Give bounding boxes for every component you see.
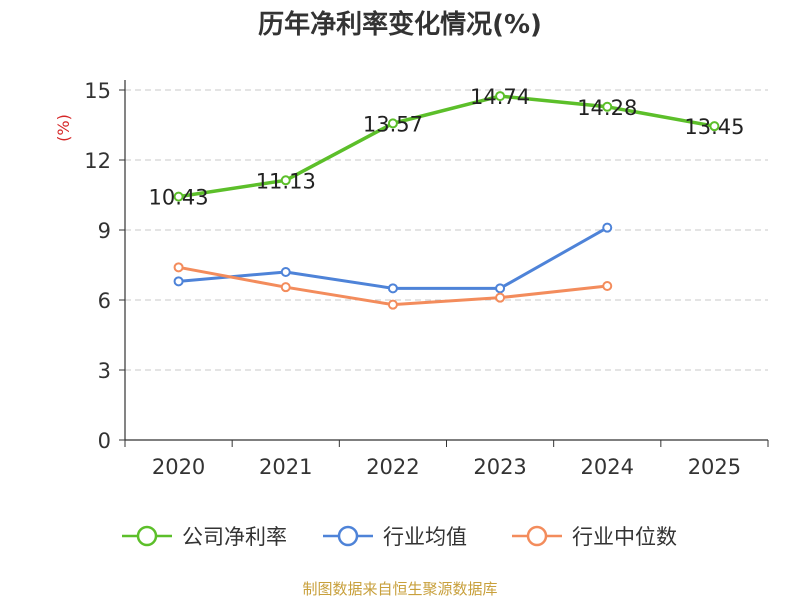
chart-title: 历年净利率变化情况(%)	[258, 10, 542, 40]
y-tick-label: 15	[84, 79, 111, 103]
x-tick-label: 2024	[581, 455, 634, 479]
y-tick-label: 9	[98, 219, 111, 243]
x-tick-label: 2022	[366, 455, 419, 479]
data-point	[173, 262, 184, 273]
y-tick-label: 6	[98, 289, 111, 313]
x-tick-label: 2023	[473, 455, 526, 479]
legend-marker	[136, 525, 158, 547]
series-line	[178, 94, 715, 199]
data-point	[173, 276, 184, 287]
data-label: 11.13	[256, 169, 316, 193]
data-point	[280, 282, 291, 293]
y-tick-label: 3	[98, 359, 111, 383]
data-point	[602, 281, 613, 291]
data-point	[602, 101, 613, 112]
data-label: 14.28	[577, 96, 637, 120]
legend-label: 行业中位数	[572, 525, 677, 549]
legend-marker	[526, 525, 548, 547]
data-label: 13.45	[684, 115, 744, 139]
data-label: 14.74	[470, 85, 530, 109]
data-point	[280, 175, 291, 186]
y-tick-label: 0	[98, 429, 111, 453]
legend-label: 公司净利率	[182, 525, 287, 549]
x-tick-label: 2021	[259, 455, 312, 479]
data-point	[387, 283, 398, 294]
data-point	[387, 299, 398, 310]
legend-marker	[337, 525, 359, 547]
data-point	[495, 292, 506, 303]
x-tick-label: 2025	[688, 455, 741, 479]
data-point	[495, 283, 506, 294]
y-tick-label: 12	[84, 149, 111, 173]
legend-label: 行业均值	[383, 525, 467, 549]
data-source-note: 制图数据来自恒生聚源数据库	[302, 580, 498, 598]
data-label: 10.43	[149, 186, 209, 210]
data-point	[173, 191, 184, 202]
x-tick-label: 2020	[152, 455, 205, 479]
data-label: 13.57	[363, 112, 423, 136]
data-point	[387, 118, 398, 129]
y-axis-label: (%)	[54, 114, 73, 142]
data-point	[709, 121, 720, 132]
data-point	[495, 91, 506, 102]
data-point	[602, 222, 613, 233]
data-point	[280, 267, 291, 277]
